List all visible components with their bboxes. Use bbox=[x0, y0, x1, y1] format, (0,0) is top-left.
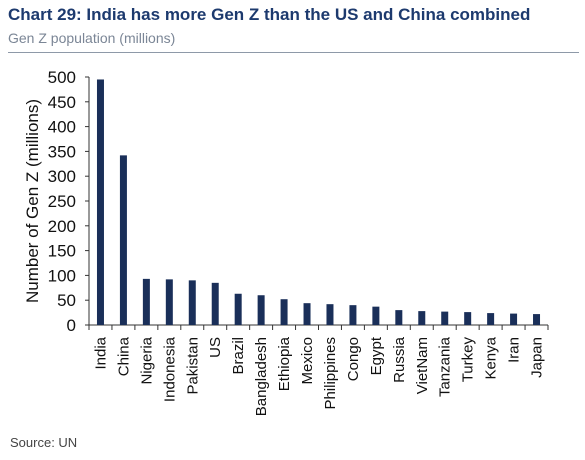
x-tick-label: Pakistan bbox=[184, 337, 201, 395]
x-tick-label: Japan bbox=[529, 337, 546, 378]
x-tick-label: Nigeria bbox=[138, 336, 155, 384]
bar-iran bbox=[510, 313, 518, 325]
x-tick-label: Tanzania bbox=[437, 336, 454, 397]
bar-vietnam bbox=[418, 311, 426, 325]
x-tick-label: Iran bbox=[506, 337, 523, 363]
bar-brazil bbox=[234, 293, 242, 325]
y-tick-label: 450 bbox=[48, 93, 76, 112]
x-tick-label: Brazil bbox=[230, 337, 247, 375]
bar-russia bbox=[395, 310, 403, 325]
x-tick-label: VietNam bbox=[414, 337, 431, 394]
bar-kenya bbox=[487, 313, 495, 325]
x-tick-label: Kenya bbox=[483, 336, 500, 379]
bar-india bbox=[96, 79, 104, 325]
x-tick-label: Mexico bbox=[299, 337, 316, 385]
x-tick-label: India bbox=[92, 336, 109, 369]
x-tick-label: Congo bbox=[345, 337, 362, 381]
y-tick-label: 300 bbox=[48, 167, 76, 186]
x-tick-label: Turkey bbox=[460, 337, 477, 383]
x-tick-label: Indonesia bbox=[161, 336, 178, 402]
bar-pakistan bbox=[188, 280, 196, 325]
bar-japan bbox=[533, 314, 541, 325]
bar-philippines bbox=[326, 304, 334, 325]
bar-ethiopia bbox=[280, 299, 288, 325]
bar-china bbox=[119, 155, 127, 325]
y-tick-label: 350 bbox=[48, 142, 76, 161]
bar-mexico bbox=[303, 303, 311, 325]
y-axis-label: Number of Gen Z (millions) bbox=[23, 99, 42, 303]
chart-title: Chart 29: India has more Gen Z than the … bbox=[8, 5, 531, 24]
x-tick-label: Philippines bbox=[322, 337, 339, 410]
x-tick-label: Ethiopia bbox=[276, 336, 293, 391]
y-tick-label: 150 bbox=[48, 242, 76, 261]
y-tick-label: 50 bbox=[57, 291, 76, 310]
chart-subtitle: Gen Z population (millions) bbox=[8, 30, 176, 46]
x-tick-label: Bangladesh bbox=[253, 337, 270, 416]
y-tick-label: 0 bbox=[67, 316, 76, 335]
bar-turkey bbox=[464, 312, 472, 325]
y-tick-label: 200 bbox=[48, 217, 76, 236]
x-tick-label: US bbox=[207, 337, 224, 358]
bar-egypt bbox=[372, 306, 380, 325]
bar-bangladesh bbox=[257, 295, 265, 325]
y-tick-label: 250 bbox=[48, 192, 76, 211]
bar-nigeria bbox=[142, 278, 150, 325]
y-tick-label: 400 bbox=[48, 118, 76, 137]
bar-congo bbox=[349, 305, 357, 325]
x-tick-label: China bbox=[115, 336, 132, 376]
source-note: Source: UN bbox=[10, 435, 78, 450]
title-divider bbox=[8, 52, 579, 53]
y-tick-label: 100 bbox=[48, 266, 76, 285]
x-tick-label: Egypt bbox=[368, 336, 385, 375]
bar-tanzania bbox=[441, 311, 449, 325]
x-tick-label: Russia bbox=[391, 336, 408, 383]
y-tick-label: 500 bbox=[48, 68, 76, 87]
bar-us bbox=[211, 282, 219, 325]
bar-indonesia bbox=[165, 279, 173, 325]
